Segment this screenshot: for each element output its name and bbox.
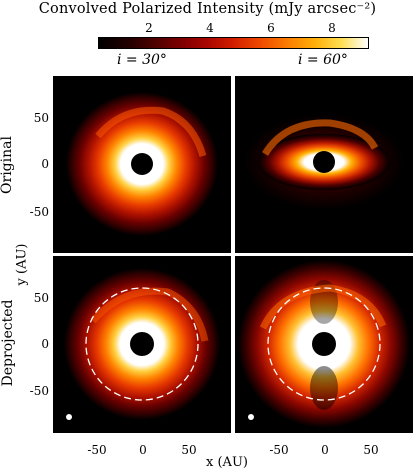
beam-marker <box>248 414 254 420</box>
x-tick-minus50: -50 <box>269 443 289 457</box>
panel-deprojected-i30 <box>53 256 231 433</box>
colorbar-tick-4: 4 <box>206 21 214 35</box>
x-tick-0: 0 <box>321 443 329 457</box>
panel-original-i30 <box>53 76 231 253</box>
column-label-i30: i = 30° <box>117 52 167 68</box>
dashed-ring <box>267 287 381 401</box>
y-tick-minus50: -50 <box>29 384 49 398</box>
row-label-deprojected: Deprojected <box>0 299 16 387</box>
row-label-original: Original <box>0 136 15 194</box>
beam-marker <box>66 414 72 420</box>
colorbar-tick-8: 8 <box>328 21 336 35</box>
mask-circle <box>312 332 336 356</box>
x-tick-0: 0 <box>139 443 147 457</box>
y-axis-label: y (AU) <box>14 243 30 286</box>
x-tick-50: 50 <box>363 443 379 457</box>
x-axis-label: x (AU) <box>206 455 248 470</box>
y-tick-50: 50 <box>33 111 49 125</box>
colorbar-tick-2: 2 <box>145 21 153 35</box>
colorbar-tick-6: 6 <box>267 21 275 35</box>
column-label-i60: i = 60° <box>298 52 348 68</box>
panel-original-i60 <box>235 76 413 253</box>
colorbar <box>98 37 369 49</box>
y-tick-0: 0 <box>41 337 49 351</box>
mask-circle <box>131 153 153 175</box>
mask-circle <box>130 332 154 356</box>
y-tick-minus50: -50 <box>29 205 49 219</box>
panel-deprojected-i60 <box>235 256 413 433</box>
figure-title: Convolved Polarized Intensity (mJy arcse… <box>38 1 377 17</box>
y-tick-0: 0 <box>41 157 49 171</box>
dashed-ring <box>85 287 199 401</box>
x-tick-50: 50 <box>181 443 197 457</box>
mask-circle <box>313 151 335 173</box>
y-tick-50: 50 <box>33 291 49 305</box>
x-tick-minus50: -50 <box>87 443 107 457</box>
